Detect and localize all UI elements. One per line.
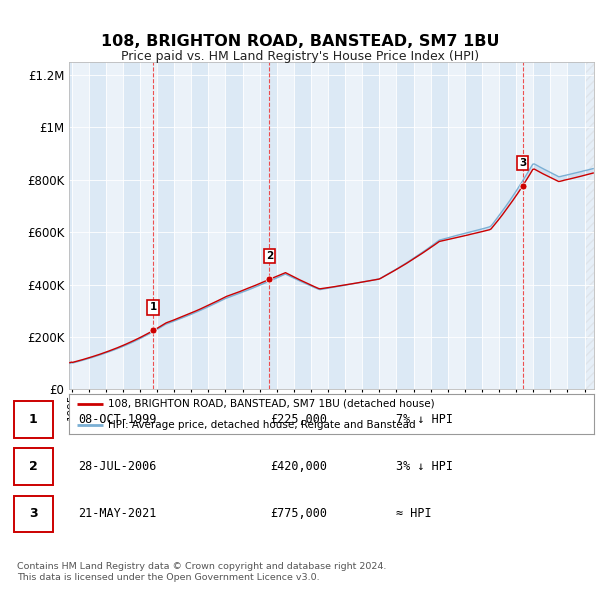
Text: 2: 2: [266, 251, 273, 261]
Text: 2: 2: [29, 460, 38, 473]
Text: 108, BRIGHTON ROAD, BANSTEAD, SM7 1BU: 108, BRIGHTON ROAD, BANSTEAD, SM7 1BU: [101, 34, 499, 49]
Bar: [482, 62, 499, 389]
Text: This data is licensed under the Open Government Licence v3.0.: This data is licensed under the Open Gov…: [17, 573, 319, 582]
Text: 3: 3: [29, 507, 38, 520]
Text: £225,000: £225,000: [270, 413, 327, 426]
Bar: [516, 62, 533, 389]
Bar: [174, 62, 191, 389]
Text: Contains HM Land Registry data © Crown copyright and database right 2024.: Contains HM Land Registry data © Crown c…: [17, 562, 386, 571]
Bar: [106, 62, 123, 389]
Bar: [208, 62, 226, 389]
Bar: [448, 62, 465, 389]
Bar: [140, 62, 157, 389]
Text: 21-MAY-2021: 21-MAY-2021: [78, 507, 157, 520]
Text: 3% ↓ HPI: 3% ↓ HPI: [396, 460, 453, 473]
Bar: [550, 62, 568, 389]
Bar: [311, 62, 328, 389]
Text: £775,000: £775,000: [270, 507, 327, 520]
Bar: [277, 62, 294, 389]
Text: 7% ↓ HPI: 7% ↓ HPI: [396, 413, 453, 426]
Bar: [584, 62, 594, 389]
Text: HPI: Average price, detached house, Reigate and Banstead: HPI: Average price, detached house, Reig…: [109, 420, 416, 430]
Bar: [71, 62, 89, 389]
Text: £420,000: £420,000: [270, 460, 327, 473]
Text: Price paid vs. HM Land Registry's House Price Index (HPI): Price paid vs. HM Land Registry's House …: [121, 50, 479, 63]
Bar: [413, 62, 431, 389]
Text: 1: 1: [149, 303, 157, 313]
Text: 28-JUL-2006: 28-JUL-2006: [78, 460, 157, 473]
Text: 108, BRIGHTON ROAD, BANSTEAD, SM7 1BU (detached house): 108, BRIGHTON ROAD, BANSTEAD, SM7 1BU (d…: [109, 399, 435, 408]
Text: ≈ HPI: ≈ HPI: [396, 507, 431, 520]
Text: 3: 3: [519, 158, 526, 168]
Text: 1: 1: [29, 413, 38, 426]
Bar: [379, 62, 397, 389]
Text: 08-OCT-1999: 08-OCT-1999: [78, 413, 157, 426]
Bar: [242, 62, 260, 389]
Bar: [345, 62, 362, 389]
